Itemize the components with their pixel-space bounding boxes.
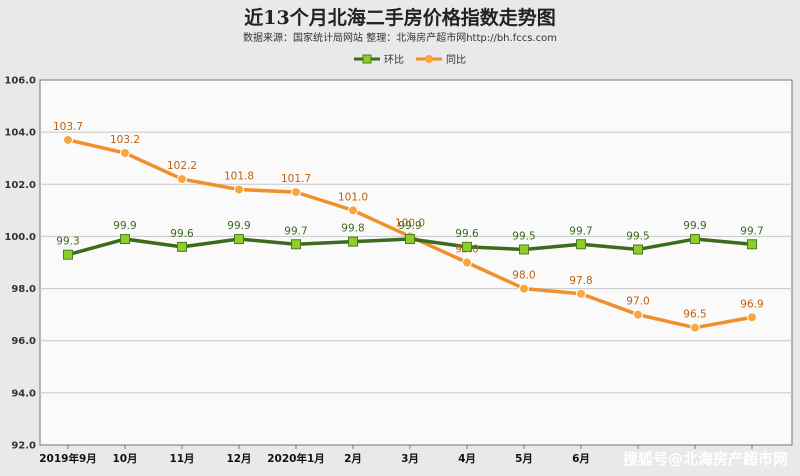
data-label-tong: 101.0 xyxy=(338,191,368,203)
data-point-tong xyxy=(348,205,358,216)
data-point-huan xyxy=(747,239,757,250)
chart-subtitle: 数据来源：国家统计局网站 整理：北海房产超市网http://bh.fccs.co… xyxy=(243,31,557,44)
legend-label: 同比 xyxy=(446,54,466,66)
data-label-huan: 99.6 xyxy=(170,228,194,240)
grid-lines xyxy=(40,131,792,394)
data-label-tong: 98.0 xyxy=(512,270,535,282)
x-tick-label: 6月 xyxy=(572,453,590,465)
data-point-huan xyxy=(348,236,358,247)
y-tick-label: 92.0 xyxy=(11,441,36,452)
data-point-tong xyxy=(633,309,643,320)
data-label-huan: 99.7 xyxy=(569,225,592,237)
data-point-huan xyxy=(690,234,700,245)
y-tick-label: 104.0 xyxy=(4,128,36,139)
series-layer: 103.7103.2102.2101.8101.7101.0100.099.09… xyxy=(53,121,764,333)
data-label-tong: 97.8 xyxy=(569,275,592,287)
data-label-huan: 99.5 xyxy=(626,230,649,242)
legend-marker xyxy=(425,55,433,63)
data-label-huan: 99.6 xyxy=(455,228,479,240)
y-tick-label: 106.0 xyxy=(4,76,36,87)
data-point-tong xyxy=(576,288,586,299)
legend: 环比 同比 xyxy=(354,54,466,66)
data-label-huan: 99.9 xyxy=(113,220,136,232)
data-point-huan xyxy=(462,241,472,252)
y-tick-label: 102.0 xyxy=(4,180,36,191)
legend-label: 环比 xyxy=(384,54,404,66)
data-point-tong xyxy=(120,148,130,158)
data-point-tong xyxy=(690,322,700,333)
watermark-text: 搜狐号@北海房产超市网 xyxy=(623,450,788,468)
data-label-tong: 101.8 xyxy=(224,171,254,183)
data-point-tong xyxy=(63,134,73,145)
data-point-huan xyxy=(405,234,415,245)
data-label-huan: 99.8 xyxy=(341,223,364,235)
data-label-huan: 99.5 xyxy=(512,230,535,242)
y-tick-label: 100.0 xyxy=(4,232,36,243)
data-point-huan xyxy=(519,244,529,255)
data-label-tong: 102.2 xyxy=(167,160,197,172)
data-label-huan: 99.9 xyxy=(227,220,250,232)
data-point-tong xyxy=(291,187,301,198)
data-point-huan xyxy=(63,249,73,260)
data-point-tong xyxy=(747,312,757,323)
x-tick-label: 4月 xyxy=(458,453,476,465)
data-label-tong: 96.5 xyxy=(683,309,706,321)
data-point-tong xyxy=(519,283,529,294)
plot-area xyxy=(39,79,793,446)
y-axis: 92.0 94.0 96.0 98.0 100.0 102.0 104.0 106.0 xyxy=(4,76,36,452)
x-tick-label: 2019年9月 xyxy=(39,452,97,465)
y-tick-label: 94.0 xyxy=(11,388,36,399)
data-label-huan: 99.7 xyxy=(284,225,307,237)
x-tick-label: 2020年1月 xyxy=(267,452,325,465)
chart-title: 近13个月北海二手房价格指数走势图 xyxy=(244,6,555,29)
data-label-tong: 96.9 xyxy=(740,298,763,310)
x-tick-label: 2月 xyxy=(344,453,362,465)
data-label-tong: 103.7 xyxy=(53,121,83,133)
data-label-tong: 101.7 xyxy=(281,173,311,185)
y-tick-label: 98.0 xyxy=(11,284,36,295)
data-point-huan xyxy=(177,241,187,252)
data-label-huan: 99.9 xyxy=(683,220,706,232)
data-label-tong: 103.2 xyxy=(110,134,140,146)
data-point-huan xyxy=(633,244,643,255)
x-tick-label: 5月 xyxy=(515,453,533,465)
data-point-huan xyxy=(120,234,130,245)
data-point-huan xyxy=(291,239,301,250)
x-tick-label: 12月 xyxy=(226,453,251,465)
y-tick-label: 96.0 xyxy=(11,336,36,347)
data-point-tong xyxy=(177,174,187,185)
data-point-tong xyxy=(462,257,472,268)
data-label-tong: 97.0 xyxy=(626,296,649,308)
data-point-huan xyxy=(234,234,244,245)
data-point-tong xyxy=(234,184,244,195)
data-label-huan: 99.3 xyxy=(56,236,79,248)
data-point-huan xyxy=(576,239,586,250)
x-axis: 2019年9月 10月 11月 12月 2020年1月 2月 3月 4月 5月 6月 xyxy=(39,445,753,465)
x-tick-label: 3月 xyxy=(401,453,419,465)
legend-marker xyxy=(362,54,372,64)
data-label-tong: 100.0 xyxy=(395,217,425,229)
data-label-huan: 99.9 xyxy=(398,220,421,232)
x-tick-label: 10月 xyxy=(112,453,137,465)
x-tick-label: 11月 xyxy=(169,453,194,465)
data-label-huan: 99.7 xyxy=(740,225,763,237)
